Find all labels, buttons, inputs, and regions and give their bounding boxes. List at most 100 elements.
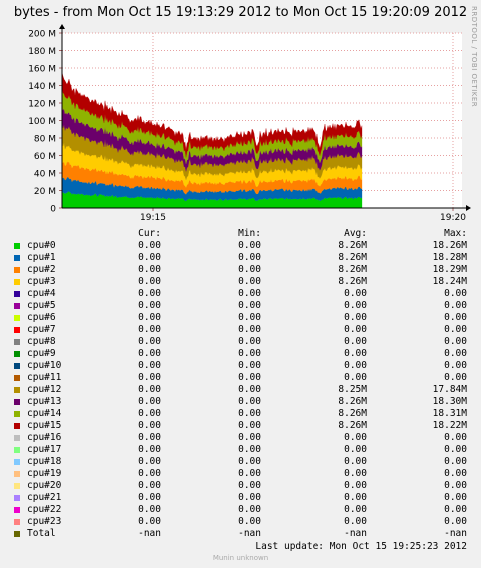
legend-row: Total -nan -nan -nan -nan bbox=[0, 528, 481, 540]
legend-cur-value: 0.00 bbox=[138, 264, 161, 275]
y-tick-label: 180 M bbox=[28, 47, 56, 57]
legend-cur-value: 0.00 bbox=[138, 360, 161, 371]
x-tick-label: 19:15 bbox=[140, 213, 166, 223]
legend-min-value: 0.00 bbox=[238, 252, 261, 263]
legend-cur-value: 0.00 bbox=[138, 312, 161, 323]
legend-avg-value: 8.26M bbox=[338, 252, 367, 263]
y-axis-arrow bbox=[59, 24, 65, 29]
legend-min-value: 0.00 bbox=[238, 312, 261, 323]
legend-cur-value: 0.00 bbox=[138, 480, 161, 491]
legend-cur-value: 0.00 bbox=[138, 432, 161, 443]
legend-series-name: cpu#1 bbox=[27, 252, 56, 263]
col-min-header: Min: bbox=[238, 228, 261, 239]
legend-max-value: 18.29M bbox=[432, 264, 467, 275]
legend-cur-value: 0.00 bbox=[138, 492, 161, 503]
legend-avg-value: 0.00 bbox=[344, 372, 367, 383]
footer-credit: Munin unknown bbox=[212, 554, 269, 562]
legend-max-value: 0.00 bbox=[444, 516, 467, 527]
legend-min-value: 0.00 bbox=[238, 504, 261, 515]
legend-row: cpu#19 0.00 0.00 0.00 0.00 bbox=[0, 468, 481, 480]
legend-max-value: 0.00 bbox=[444, 288, 467, 299]
legend-cur-value: 0.00 bbox=[138, 252, 161, 263]
legend-swatch bbox=[14, 507, 20, 513]
legend-swatch bbox=[14, 363, 20, 369]
legend-min-value: 0.00 bbox=[238, 432, 261, 443]
legend-row: cpu#6 0.00 0.00 0.00 0.00 bbox=[0, 312, 481, 324]
legend-min-value: 0.00 bbox=[238, 288, 261, 299]
legend-avg-value: 0.00 bbox=[344, 336, 367, 347]
legend-min-value: 0.00 bbox=[238, 444, 261, 455]
legend-swatch bbox=[14, 411, 20, 417]
legend-min-value: 0.00 bbox=[238, 516, 261, 527]
legend-min-value: 0.00 bbox=[238, 360, 261, 371]
col-max-header: Max: bbox=[444, 228, 467, 239]
legend-row: cpu#9 0.00 0.00 0.00 0.00 bbox=[0, 348, 481, 360]
legend-swatch bbox=[14, 327, 20, 333]
legend-series-name: cpu#18 bbox=[27, 456, 62, 467]
legend-series-name: cpu#23 bbox=[27, 516, 62, 527]
legend-cur-value: 0.00 bbox=[138, 288, 161, 299]
y-tick-label: 20 M bbox=[34, 187, 56, 197]
legend-swatch bbox=[14, 483, 20, 489]
legend-avg-value: 0.00 bbox=[344, 324, 367, 335]
legend-cur-value: 0.00 bbox=[138, 276, 161, 287]
legend-row: cpu#13 0.00 0.00 8.26M 18.30M bbox=[0, 396, 481, 408]
legend-avg-value: 0.00 bbox=[344, 360, 367, 371]
y-tick-label: 160 M bbox=[28, 65, 56, 75]
legend-header: Cur: Min: Avg: Max: bbox=[0, 228, 481, 240]
legend-max-value: 17.84M bbox=[432, 384, 467, 395]
legend-max-value: 0.00 bbox=[444, 348, 467, 359]
legend-max-value: 0.00 bbox=[444, 432, 467, 443]
legend-swatch bbox=[14, 375, 20, 381]
legend-swatch bbox=[14, 315, 20, 321]
legend-min-value: 0.00 bbox=[238, 408, 261, 419]
legend-min-value: 0.00 bbox=[238, 468, 261, 479]
legend-min-value: 0.00 bbox=[238, 456, 261, 467]
legend-min-value: 0.00 bbox=[238, 396, 261, 407]
legend-avg-value: 8.26M bbox=[338, 408, 367, 419]
legend-max-value: 18.26M bbox=[432, 240, 467, 251]
legend-swatch bbox=[14, 459, 20, 465]
chart: 0 20 M 40 M 60 M 80 M 100 M 120 M 140 M 160 M 180… bbox=[28, 24, 471, 223]
legend-max-value: 0.00 bbox=[444, 456, 467, 467]
y-tick-label: 120 M bbox=[28, 100, 56, 110]
legend-min-value: 0.00 bbox=[238, 324, 261, 335]
legend-avg-value: 0.00 bbox=[344, 516, 367, 527]
legend-swatch bbox=[14, 519, 20, 525]
legend-swatch bbox=[14, 447, 20, 453]
legend-avg-value: 0.00 bbox=[344, 456, 367, 467]
legend-avg-value: 0.00 bbox=[344, 492, 367, 503]
legend-min-value: 0.00 bbox=[238, 372, 261, 383]
legend-avg-value: 8.26M bbox=[338, 264, 367, 275]
legend-series-name: cpu#11 bbox=[27, 372, 62, 383]
legend-max-value: 0.00 bbox=[444, 480, 467, 491]
legend-row: cpu#16 0.00 0.00 0.00 0.00 bbox=[0, 432, 481, 444]
legend-series-name: cpu#21 bbox=[27, 492, 62, 503]
legend-series-name: Total bbox=[27, 528, 56, 539]
legend-series-name: cpu#2 bbox=[27, 264, 56, 275]
legend-swatch bbox=[14, 471, 20, 477]
y-tick-label: 80 M bbox=[34, 135, 56, 145]
y-tick-label: 100 M bbox=[28, 117, 56, 127]
legend-swatch bbox=[14, 351, 20, 357]
legend-series-name: cpu#14 bbox=[27, 408, 62, 419]
legend-min-value: 0.00 bbox=[238, 348, 261, 359]
legend-series-name: cpu#13 bbox=[27, 396, 62, 407]
legend-series-name: cpu#9 bbox=[27, 348, 56, 359]
x-axis: 19:15 19:20 bbox=[62, 205, 471, 223]
legend-row: cpu#4 0.00 0.00 0.00 0.00 bbox=[0, 288, 481, 300]
legend-cur-value: 0.00 bbox=[138, 384, 161, 395]
legend-swatch bbox=[14, 423, 20, 429]
legend-cur-value: 0.00 bbox=[138, 444, 161, 455]
legend-series-name: cpu#8 bbox=[27, 336, 56, 347]
legend-row: cpu#5 0.00 0.00 0.00 0.00 bbox=[0, 300, 481, 312]
legend-max-value: 0.00 bbox=[444, 324, 467, 335]
legend-row: cpu#2 0.00 0.00 8.26M 18.29M bbox=[0, 264, 481, 276]
legend-series-name: cpu#20 bbox=[27, 480, 62, 491]
rrdtool-credit: RRDTOOL / TOBI OETIKER bbox=[470, 6, 478, 108]
legend-max-value: 0.00 bbox=[444, 312, 467, 323]
legend-swatch bbox=[14, 435, 20, 441]
legend-row: cpu#7 0.00 0.00 0.00 0.00 bbox=[0, 324, 481, 336]
legend-series-name: cpu#15 bbox=[27, 420, 62, 431]
legend-swatch bbox=[14, 291, 20, 297]
